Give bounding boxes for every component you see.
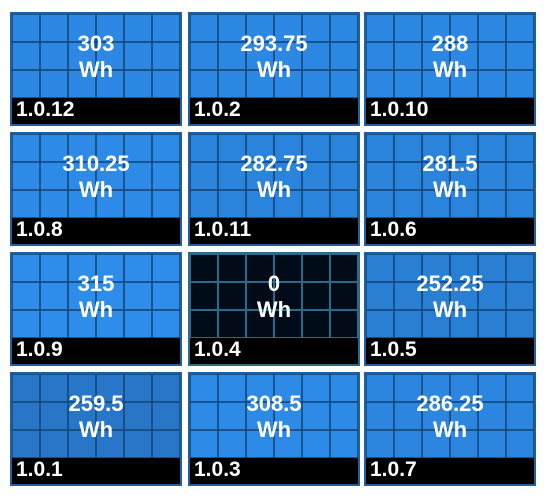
- solar-panel[interactable]: 286.25 Wh 1.0.7: [364, 372, 536, 486]
- solar-panel[interactable]: 308.5 Wh 1.0.3: [188, 372, 360, 486]
- panel-id: 1.0.12: [16, 98, 75, 121]
- solar-panel[interactable]: 293.75 Wh 1.0.2: [188, 12, 360, 126]
- label-bar: 1.0.10: [366, 98, 534, 124]
- label-bar: 1.0.4: [190, 338, 358, 364]
- energy-value: 282.75: [240, 151, 308, 176]
- panel-id: 1.0.4: [194, 338, 241, 361]
- energy-value: 293.75: [240, 31, 308, 56]
- panel-id: 1.0.5: [370, 338, 417, 361]
- solar-panel[interactable]: 288 Wh 1.0.10: [364, 12, 536, 126]
- panel-id: 1.0.2: [194, 98, 241, 121]
- energy-unit: Wh: [256, 297, 292, 322]
- energy-value: 259.5: [68, 391, 124, 416]
- label-bar: 1.0.9: [12, 338, 180, 364]
- solar-panel[interactable]: 303 Wh 1.0.12: [10, 12, 182, 126]
- solar-panel[interactable]: 252.25 Wh 1.0.5: [364, 252, 536, 366]
- label-bar: 1.0.12: [12, 98, 180, 124]
- energy-value: 252.25: [416, 271, 484, 296]
- energy-unit: Wh: [432, 57, 468, 82]
- panel-id: 1.0.9: [16, 338, 63, 361]
- panel-id: 1.0.7: [370, 458, 417, 481]
- solar-panel[interactable]: 281.5 Wh 1.0.6: [364, 132, 536, 246]
- energy-value: 281.5: [422, 151, 478, 176]
- solar-panel[interactable]: 310.25 Wh 1.0.8: [10, 132, 182, 246]
- solar-panel[interactable]: 315 Wh 1.0.9: [10, 252, 182, 366]
- panel-id: 1.0.11: [194, 218, 252, 241]
- panel-id: 1.0.1: [16, 458, 63, 481]
- energy-value: 308.5: [246, 391, 302, 416]
- energy-unit: Wh: [432, 177, 468, 202]
- panel-id: 1.0.6: [370, 218, 417, 241]
- energy-unit: Wh: [256, 57, 292, 82]
- energy-unit: Wh: [78, 57, 114, 82]
- energy-value: 286.25: [416, 391, 484, 416]
- energy-value: 315: [77, 271, 115, 296]
- label-bar: 1.0.7: [366, 458, 534, 484]
- energy-value: 0: [267, 271, 281, 296]
- solar-panel[interactable]: 0 Wh 1.0.4: [188, 252, 360, 366]
- energy-unit: Wh: [78, 177, 114, 202]
- label-bar: 1.0.8: [12, 218, 180, 244]
- label-bar: 1.0.11: [190, 218, 358, 244]
- energy-value: 310.25: [62, 151, 130, 176]
- panel-id: 1.0.3: [194, 458, 241, 481]
- energy-unit: Wh: [256, 177, 292, 202]
- label-bar: 1.0.1: [12, 458, 180, 484]
- label-bar: 1.0.6: [366, 218, 534, 244]
- energy-unit: Wh: [256, 417, 292, 442]
- energy-value: 303: [77, 31, 115, 56]
- panel-id: 1.0.8: [16, 218, 63, 241]
- solar-panel[interactable]: 282.75 Wh 1.0.11: [188, 132, 360, 246]
- label-bar: 1.0.3: [190, 458, 358, 484]
- energy-value: 288: [431, 31, 469, 56]
- panel-id: 1.0.10: [370, 98, 429, 121]
- energy-unit: Wh: [432, 297, 468, 322]
- energy-unit: Wh: [78, 417, 114, 442]
- energy-unit: Wh: [78, 297, 114, 322]
- label-bar: 1.0.2: [190, 98, 358, 124]
- solar-panel[interactable]: 259.5 Wh 1.0.1: [10, 372, 182, 486]
- energy-unit: Wh: [432, 417, 468, 442]
- label-bar: 1.0.5: [366, 338, 534, 364]
